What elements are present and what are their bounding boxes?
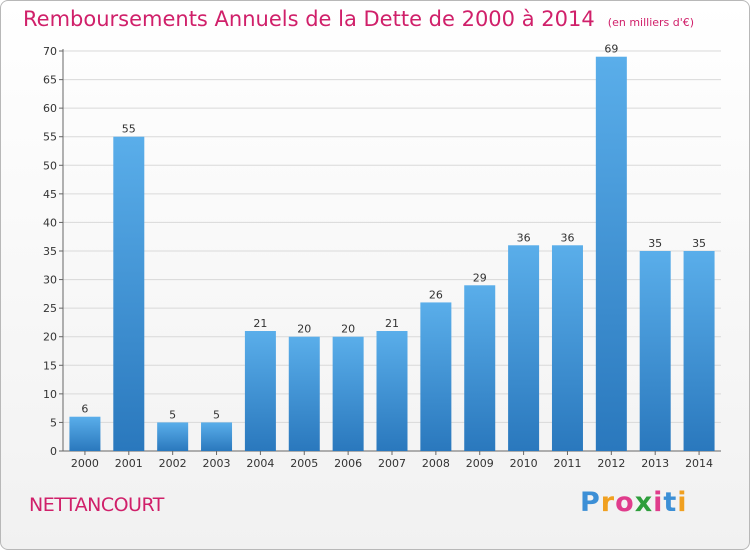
value-label-2004: 21 — [253, 317, 267, 330]
y-tick-label: 35 — [43, 245, 57, 258]
x-tick-label-2013: 2013 — [641, 457, 669, 470]
value-label-2010: 36 — [517, 231, 531, 244]
bar-2012 — [595, 56, 627, 451]
bars — [69, 56, 715, 451]
x-tick-label-2012: 2012 — [597, 457, 625, 470]
value-label-2014: 35 — [692, 237, 706, 250]
logo-letter: t — [663, 487, 678, 518]
bar-2001 — [113, 136, 145, 451]
chart-subtitle: (en milliers d'€) — [607, 16, 695, 29]
x-tick-label-2014: 2014 — [685, 457, 713, 470]
x-tick-label-2009: 2009 — [466, 457, 494, 470]
bar-2013 — [639, 251, 671, 451]
y-tick-label: 50 — [43, 159, 57, 172]
value-label-2009: 29 — [473, 271, 487, 284]
x-tick-label-2002: 2002 — [159, 457, 187, 470]
logo-letter: i — [653, 487, 664, 518]
y-tick-label: 10 — [43, 388, 57, 401]
bar-2006 — [332, 336, 364, 451]
bar-2003 — [201, 422, 233, 451]
y-tick-label: 5 — [50, 416, 57, 429]
y-tick-label: 0 — [50, 445, 57, 458]
value-label-2002: 5 — [169, 408, 176, 421]
x-tick-label-2003: 2003 — [203, 457, 231, 470]
value-label-2011: 36 — [560, 231, 574, 244]
commune-name: NETTANCOURT — [29, 494, 164, 516]
bar-2004 — [244, 331, 276, 451]
y-tick-labels: 0 5 10 15 20 25 30 35 40 45 50 55 60 65 70 — [43, 45, 57, 458]
value-label-2003: 5 — [213, 408, 220, 421]
value-label-2005: 20 — [297, 323, 311, 336]
y-tick-label: 40 — [43, 216, 57, 229]
value-label-2000: 6 — [81, 403, 88, 416]
y-tick-label: 25 — [43, 302, 57, 315]
y-tick-label: 70 — [43, 45, 57, 58]
logo-letter: r — [600, 487, 616, 518]
proxiti-logo[interactable]: Proxiti — [580, 487, 688, 518]
logo-letter: o — [615, 487, 635, 518]
bar-2009 — [464, 285, 496, 451]
x-tick-label-2011: 2011 — [553, 457, 581, 470]
y-tick-label: 55 — [43, 131, 57, 144]
y-tick-label: 15 — [43, 359, 57, 372]
x-tick-label-2000: 2000 — [71, 457, 99, 470]
logo-letter: i — [677, 487, 688, 518]
x-tick-label-2007: 2007 — [378, 457, 406, 470]
chart-title: Remboursements Annuels de la Dette de 20… — [23, 7, 595, 31]
x-tick-label-2004: 2004 — [246, 457, 274, 470]
value-label-2006: 20 — [341, 323, 355, 336]
x-tick-label-2006: 2006 — [334, 457, 362, 470]
bar-2011 — [551, 245, 583, 451]
x-tick-label-2008: 2008 — [422, 457, 450, 470]
bar-2008 — [420, 302, 452, 451]
x-tick-label-2001: 2001 — [115, 457, 143, 470]
value-label-2001: 55 — [122, 123, 136, 136]
logo-letter: x — [634, 487, 654, 518]
y-tick-label: 65 — [43, 74, 57, 87]
title-row: Remboursements Annuels de la Dette de 20… — [23, 7, 694, 31]
bar-2010 — [508, 245, 540, 451]
value-label-2008: 26 — [429, 288, 443, 301]
x-tick-label-2005: 2005 — [290, 457, 318, 470]
bar-2007 — [376, 331, 408, 451]
bar-2014 — [683, 251, 715, 451]
y-tick-label: 30 — [43, 274, 57, 287]
x-tick-labels: 2000 2001 2002 2003 2004 2005 2006 2007 2008 2009… — [71, 451, 713, 470]
value-label-2013: 35 — [648, 237, 662, 250]
bar-2005 — [288, 336, 320, 451]
bar-2000 — [69, 416, 101, 451]
y-tick-label: 20 — [43, 331, 57, 344]
value-label-2007: 21 — [385, 317, 399, 330]
y-tick-label: 60 — [43, 102, 57, 115]
y-tick-label: 45 — [43, 188, 57, 201]
logo-letter: P — [580, 487, 601, 518]
bar-2002 — [157, 422, 189, 451]
x-tick-label-2010: 2010 — [510, 457, 538, 470]
value-label-2012: 69 — [604, 43, 618, 56]
